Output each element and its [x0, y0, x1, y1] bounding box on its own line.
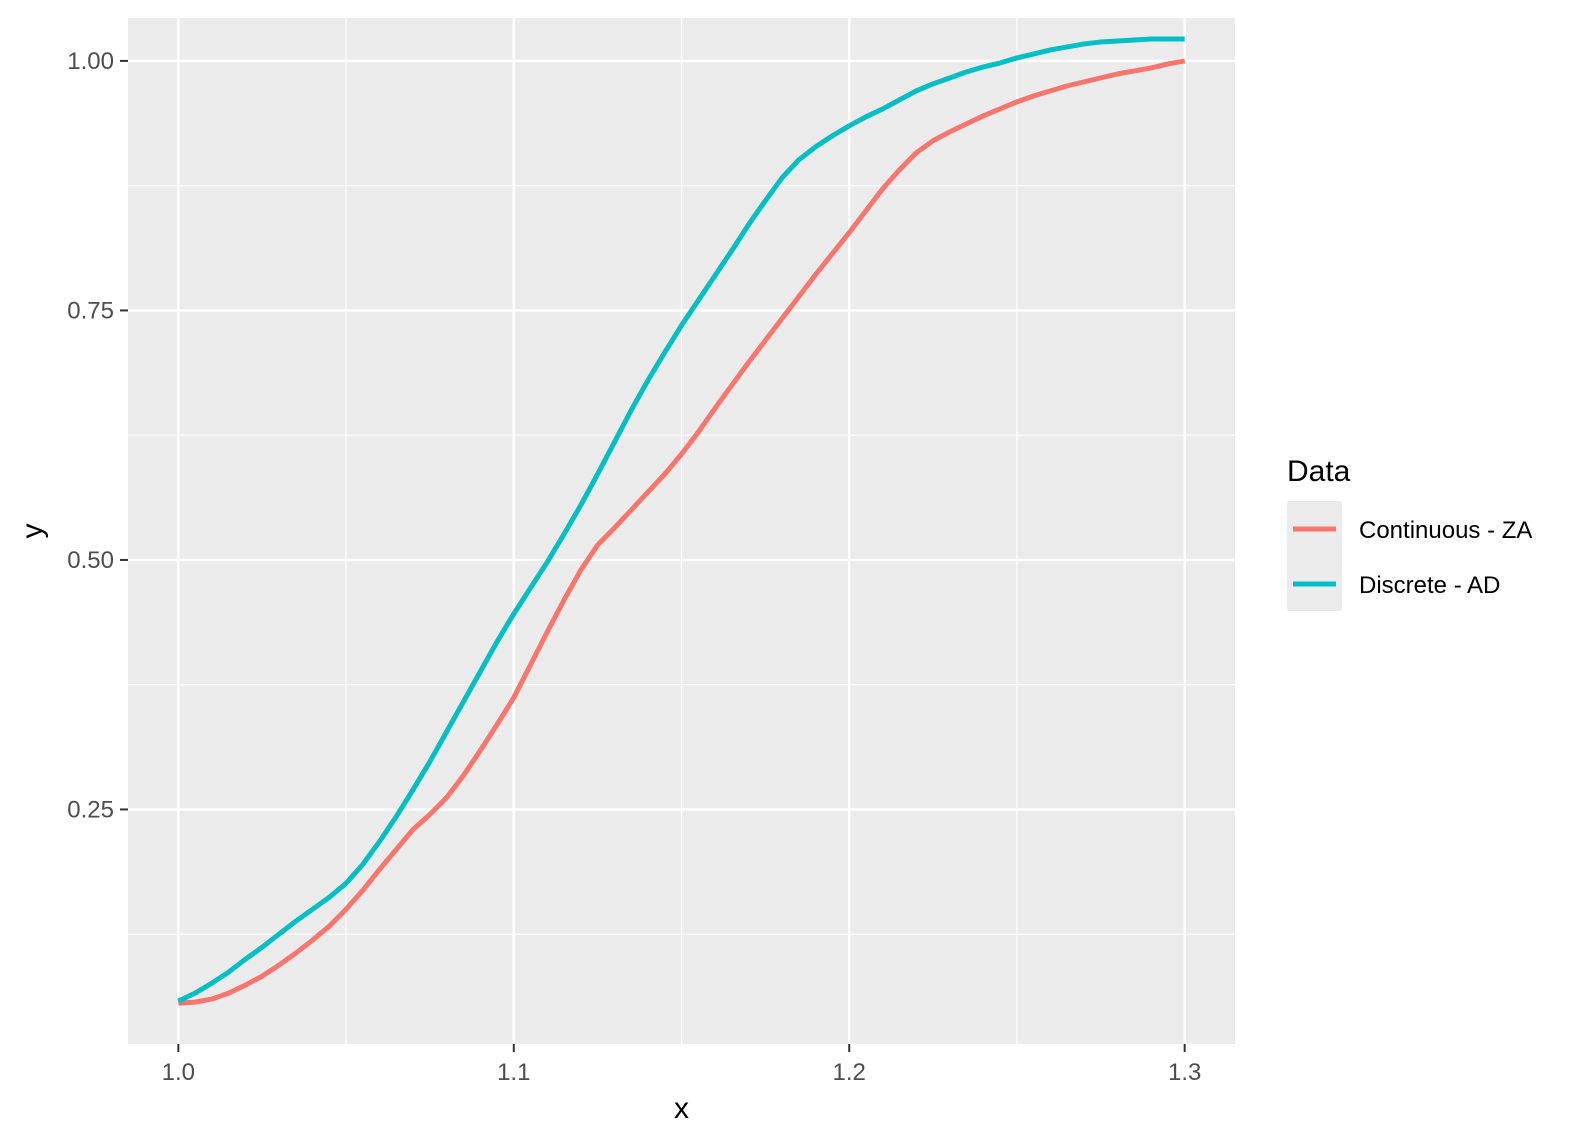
x-tick-label: 1.3: [1168, 1059, 1201, 1086]
x-tick-label: 1.0: [162, 1059, 195, 1086]
legend: Data Continuous - ZA Discrete - AD: [1287, 455, 1532, 611]
y-axis-title: y: [16, 524, 49, 539]
y-tick-label: 0.25: [67, 796, 114, 823]
y-axis: 0.25 0.50 0.75 1.00: [67, 48, 128, 823]
legend-label: Discrete - AD: [1359, 572, 1500, 599]
legend-label: Continuous - ZA: [1359, 517, 1532, 544]
series-layer: [177, 36, 1186, 1006]
y-tick-label: 0.75: [67, 297, 114, 324]
y-tick-label: 1.00: [67, 48, 114, 75]
legend-items: Continuous - ZA Discrete - AD: [1293, 517, 1532, 599]
x-axis: 1.0 1.1 1.2 1.3: [162, 1044, 1201, 1086]
major-grid: [128, 18, 1235, 1044]
series-line-continuous-za: [178, 58, 1186, 1006]
x-axis-title: x: [674, 1092, 689, 1125]
series-line-discrete-ad: [177, 36, 1185, 1004]
x-tick-label: 1.1: [497, 1059, 530, 1086]
legend-key-background: [1287, 501, 1342, 611]
legend-title: Data: [1287, 455, 1351, 488]
minor-grid: [128, 18, 1235, 1044]
y-tick-label: 0.50: [67, 547, 114, 574]
x-tick-label: 1.2: [833, 1059, 866, 1086]
